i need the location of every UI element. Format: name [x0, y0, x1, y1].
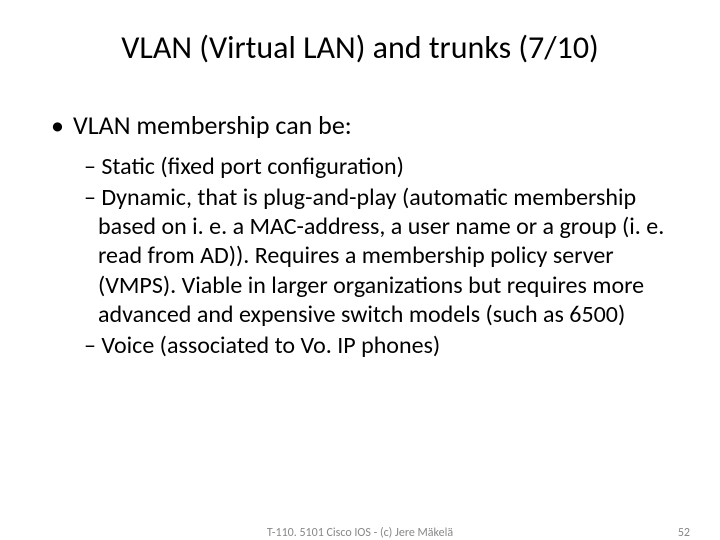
bullet-l2-text: Dynamic, that is plug-and-play (automati…: [98, 183, 664, 329]
bullet-dot-icon: •: [51, 109, 73, 142]
bullet-l1-text: VLAN membership can be:: [73, 109, 352, 141]
bullet-level2-item: – Dynamic, that is plug-and-play (automa…: [45, 183, 675, 329]
slide-number: 52: [678, 526, 690, 540]
bullet-level2-item: – Voice (associated to Vo. IP phones): [45, 331, 675, 360]
slide: VLAN (Virtual LAN) and trunks (7/10) •VL…: [0, 0, 720, 540]
bullet-level2-item: – Static (fixed port configuration): [45, 152, 675, 181]
footer-center-text: T-110. 5101 Cisco IOS - (c) Jere Mäkelä: [0, 526, 720, 540]
slide-title: VLAN (Virtual LAN) and trunks (7/10): [45, 28, 675, 67]
bullet-level1: •VLAN membership can be:: [51, 109, 675, 142]
bullet-l2-text: Static (fixed port configuration): [101, 152, 404, 181]
bullet-l2-text: Voice (associated to Vo. IP phones): [101, 331, 440, 360]
